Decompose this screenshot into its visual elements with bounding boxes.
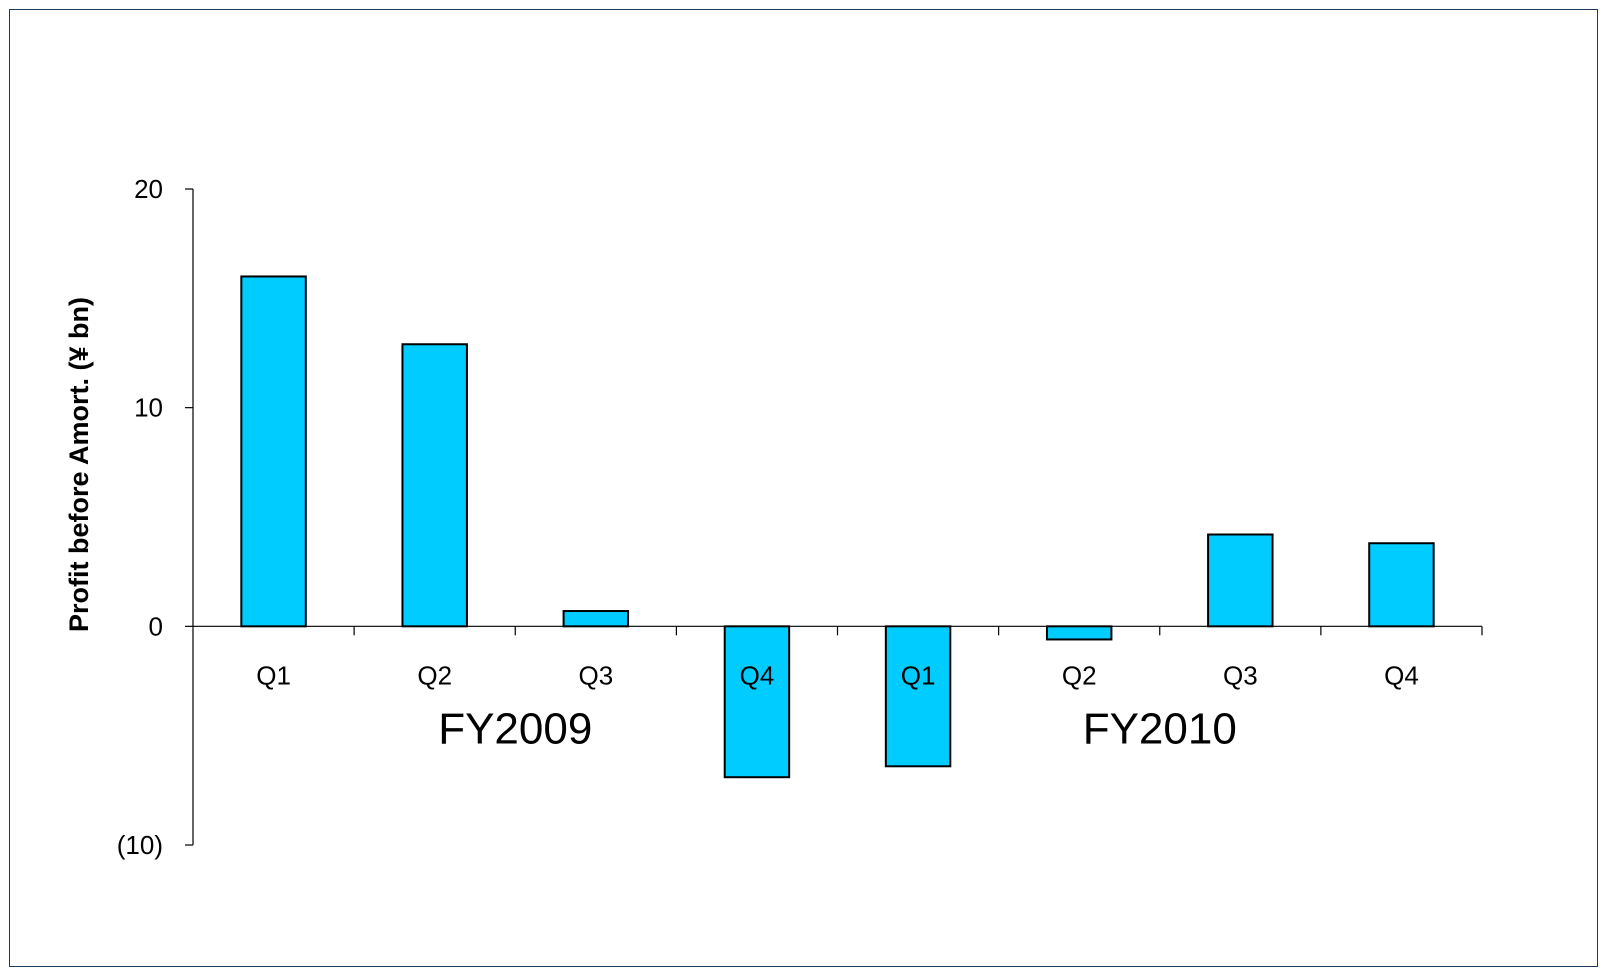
bar bbox=[723, 625, 791, 779]
category-label: Q2 bbox=[1062, 660, 1097, 690]
y-tick-label: 20 bbox=[134, 174, 163, 204]
bar bbox=[1368, 542, 1435, 628]
category-label: Q4 bbox=[740, 660, 775, 690]
group-labels: FY2009 FY2010 bbox=[438, 704, 1237, 753]
bar bbox=[401, 343, 468, 628]
category-label: Q1 bbox=[256, 660, 291, 690]
category-label: Q3 bbox=[578, 660, 613, 690]
bar bbox=[1045, 625, 1113, 641]
category-labels: Q1 Q2 Q3 Q4 Q1 Q2 Q3 Q4 bbox=[256, 660, 1419, 690]
y-tick-label: 10 bbox=[134, 393, 163, 423]
group-label: FY2009 bbox=[438, 704, 592, 753]
bars bbox=[240, 275, 1435, 779]
y-tick-label: (10) bbox=[117, 830, 163, 860]
category-label: Q2 bbox=[417, 660, 452, 690]
x-axis-ticks bbox=[353, 626, 1483, 636]
bar bbox=[884, 625, 952, 768]
y-tick-label: 0 bbox=[149, 611, 163, 641]
y-axis-title: Profit before Amort. (¥ bn) bbox=[64, 297, 94, 632]
y-axis-ticks: 20 10 0 (10) bbox=[117, 174, 193, 860]
bar bbox=[1207, 533, 1274, 628]
category-label: Q1 bbox=[901, 660, 936, 690]
category-label: Q3 bbox=[1223, 660, 1258, 690]
bar bbox=[562, 610, 630, 628]
bar bbox=[240, 275, 307, 628]
category-label: Q4 bbox=[1384, 660, 1419, 690]
group-label: FY2010 bbox=[1083, 704, 1237, 753]
